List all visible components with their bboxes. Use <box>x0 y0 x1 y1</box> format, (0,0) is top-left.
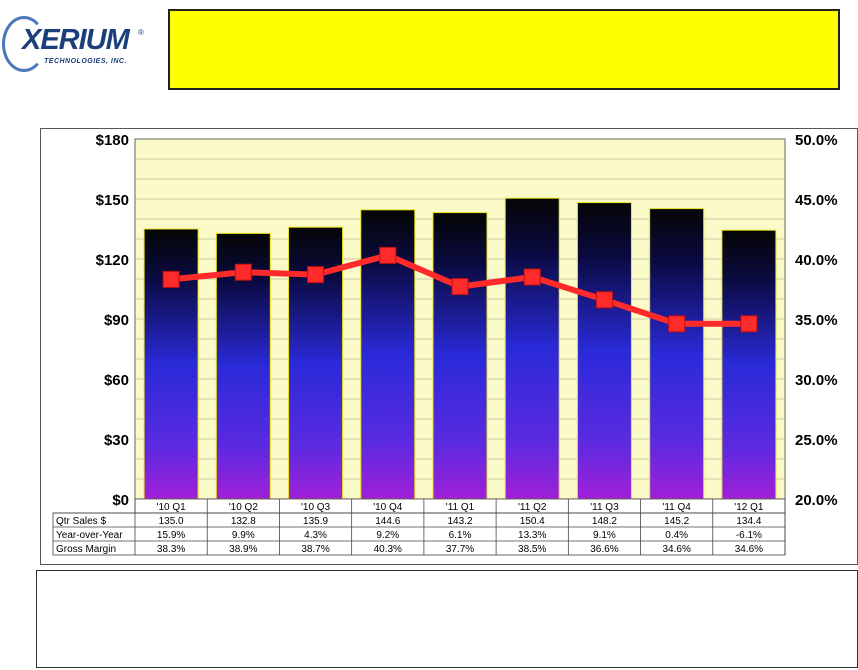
table-cell: 38.9% <box>229 544 257 555</box>
table-cell: 134.4 <box>736 516 761 527</box>
gross-margin-point-2 <box>307 266 325 284</box>
gross-margin-point-0 <box>162 270 180 288</box>
table-cell: 36.6% <box>590 544 618 555</box>
notes-box <box>36 570 858 668</box>
table-cell: 38.7% <box>301 544 329 555</box>
table-row-label: Qtr Sales $ <box>56 516 106 527</box>
gross-margin-point-4 <box>451 278 469 296</box>
table-cell: 135.0 <box>159 516 184 527</box>
table-cell: 9.9% <box>232 530 255 541</box>
bar-5 <box>504 197 560 500</box>
table-cell: 34.6% <box>662 544 690 555</box>
gross-margin-point-3 <box>379 246 397 264</box>
table-cell: 37.7% <box>446 544 474 555</box>
title-banner <box>168 9 840 90</box>
table-cell: -6.1% <box>736 530 762 541</box>
table-cell: 143.2 <box>447 516 472 527</box>
category-label: '11 Q4 <box>662 502 691 513</box>
table-cell: 132.8 <box>231 516 256 527</box>
y-right-tick-label: 30.0% <box>795 372 838 389</box>
category-label: '11 Q3 <box>590 502 619 513</box>
table-cell: 9.1% <box>593 530 616 541</box>
y-left-tick-label: $120 <box>96 252 129 269</box>
table-cell: 144.6 <box>375 516 400 527</box>
table-cell: 15.9% <box>157 530 185 541</box>
table-cell: 38.5% <box>518 544 546 555</box>
y-right-tick-label: 35.0% <box>795 312 838 329</box>
table-cell: 4.3% <box>304 530 327 541</box>
table-row-label: Year-over-Year <box>56 530 123 541</box>
table-cell: 6.1% <box>449 530 472 541</box>
company-logo: XERIUM ® TECHNOLOGIES, INC. <box>0 14 150 74</box>
logo-swoosh <box>2 16 46 72</box>
logo-wordmark: XERIUM <box>22 24 130 56</box>
gross-margin-point-8 <box>740 315 758 333</box>
sales-margin-chart: $0 $30 $60 $90 $120 $150 $180 20.0% 25.0% 30.0% 35… <box>52 132 838 556</box>
y-left-tick-label: $30 <box>104 432 129 449</box>
y-right-tick-label: 45.0% <box>795 192 838 209</box>
bar-4 <box>432 212 488 500</box>
bar-0 <box>143 228 199 500</box>
y-right-tick-label: 50.0% <box>795 132 838 149</box>
table-body <box>52 512 786 556</box>
y-left-tick-label: $90 <box>104 312 129 329</box>
category-label: '11 Q1 <box>446 502 475 513</box>
category-label: '10 Q4 <box>373 502 403 513</box>
table-cell: 150.4 <box>520 516 545 527</box>
table-cell: 145.2 <box>664 516 689 527</box>
table-cell: 13.3% <box>518 530 546 541</box>
y-right-tick-label: 25.0% <box>795 432 838 449</box>
category-label: '12 Q1 <box>734 502 764 513</box>
category-label: '10 Q3 <box>301 502 331 513</box>
y-right-tick-label: 40.0% <box>795 252 838 269</box>
table-cell: 40.3% <box>374 544 402 555</box>
y-left-tick-label: $0 <box>112 492 129 509</box>
table-cell: 34.6% <box>735 544 763 555</box>
bar-6 <box>576 202 632 500</box>
gross-margin-point-6 <box>595 291 613 309</box>
category-label: '10 Q1 <box>157 502 187 513</box>
chart-frame: $0 $30 $60 $90 $120 $150 $180 20.0% 25.0% 30.0% 35… <box>40 128 858 565</box>
bar-8 <box>721 229 777 500</box>
gross-margin-point-1 <box>234 263 252 281</box>
table-cell: 38.3% <box>157 544 185 555</box>
logo-registered-mark: ® <box>138 28 144 37</box>
category-label: '10 Q2 <box>229 502 259 513</box>
gross-margin-point-7 <box>668 315 686 333</box>
table-row-label: Gross Margin <box>56 544 116 555</box>
bar-7 <box>649 208 705 500</box>
table-cell: 0.4% <box>665 530 688 541</box>
y-left-tick-label: $60 <box>104 372 129 389</box>
y-left-tick-label: $150 <box>96 192 129 209</box>
gross-margin-point-5 <box>523 268 541 286</box>
y-right-tick-label: 20.0% <box>795 492 838 509</box>
category-label: '11 Q2 <box>518 502 547 513</box>
table-cell: 135.9 <box>303 516 328 527</box>
table-cell: 9.2% <box>376 530 399 541</box>
table-cell: 148.2 <box>592 516 617 527</box>
y-left-tick-label: $180 <box>96 132 129 149</box>
logo-subtitle: TECHNOLOGIES, INC. <box>44 58 127 65</box>
